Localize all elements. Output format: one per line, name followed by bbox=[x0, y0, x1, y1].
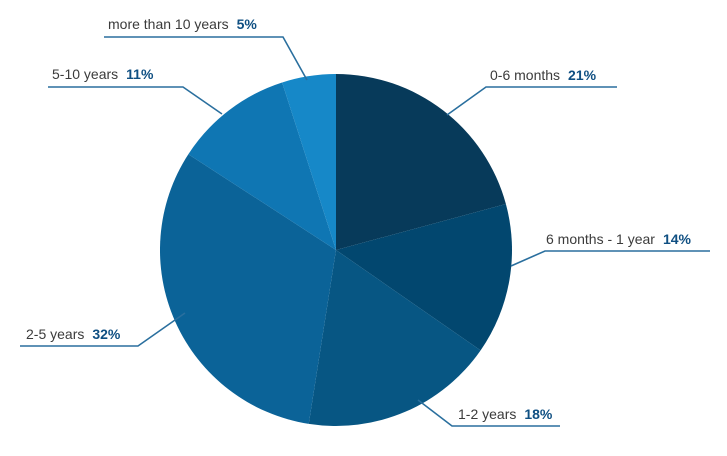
leader-lines bbox=[20, 36, 710, 427]
slice-label-name: more than 10 years bbox=[108, 16, 229, 32]
leader-line-2-5-years bbox=[20, 312, 186, 347]
slice-label-0-6-months: 0-6 months 21% bbox=[490, 67, 597, 83]
slice-label-percent: 5% bbox=[237, 16, 258, 32]
leader-line-0-6-months bbox=[446, 86, 617, 116]
slice-label-name: 2-5 years bbox=[26, 326, 84, 342]
slice-label-more-than-10-years: more than 10 years 5% bbox=[108, 16, 257, 32]
pie-slice-0-6-months bbox=[336, 74, 506, 250]
slice-label-percent: 11% bbox=[126, 66, 154, 82]
slice-label-5-10-years: 5-10 years 11% bbox=[52, 66, 154, 82]
leader-line-1-2-years bbox=[417, 399, 560, 427]
pie-slice-more-than-10-years bbox=[282, 74, 336, 250]
slice-labels: 0-6 months 21% 6 months - 1 year 14% 1-2 yea… bbox=[26, 16, 692, 422]
pie-slice-6-months-1-year bbox=[336, 204, 512, 351]
slice-label-percent: 18% bbox=[524, 406, 553, 422]
slice-label-percent: 21% bbox=[568, 67, 597, 83]
pie-slice-2-5-years bbox=[159, 154, 336, 424]
leader-line-6-months-1-year bbox=[510, 250, 710, 267]
slice-label-6-months-1-year: 6 months - 1 year 14% bbox=[546, 231, 692, 247]
leader-line-5-10-years bbox=[48, 86, 223, 115]
slice-label-percent: 14% bbox=[663, 231, 692, 247]
slice-label-name: 0-6 months bbox=[490, 67, 560, 83]
pie-slice-5-10-years bbox=[188, 82, 336, 250]
pie-slice-1-2-years bbox=[308, 250, 481, 427]
slice-label-2-5-years: 2-5 years 32% bbox=[26, 326, 121, 342]
slice-label-percent: 32% bbox=[92, 326, 121, 342]
slice-label-1-2-years: 1-2 years 18% bbox=[458, 406, 553, 422]
slice-label-name: 6 months - 1 year bbox=[546, 231, 655, 247]
leader-line-more-than-10-years bbox=[104, 36, 308, 81]
pie-slices bbox=[159, 74, 512, 427]
slice-label-name: 5-10 years bbox=[52, 66, 118, 82]
slice-label-name: 1-2 years bbox=[458, 406, 516, 422]
